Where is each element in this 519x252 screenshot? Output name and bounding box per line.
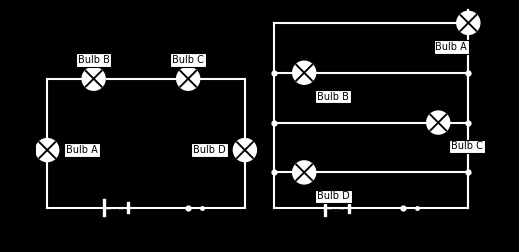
Text: Bulb B: Bulb B	[317, 92, 349, 102]
Circle shape	[427, 111, 449, 134]
Circle shape	[177, 68, 199, 90]
Circle shape	[36, 139, 59, 161]
Text: Bulb D: Bulb D	[193, 145, 226, 155]
Circle shape	[234, 139, 256, 161]
Text: Circuit 1: Circuit 1	[113, 229, 179, 243]
Text: Bulb A: Bulb A	[66, 145, 98, 155]
Circle shape	[293, 161, 316, 183]
Text: Bulb A: Bulb A	[435, 42, 467, 52]
Circle shape	[83, 68, 105, 90]
Circle shape	[293, 61, 316, 84]
Text: Bulb C: Bulb C	[172, 55, 204, 65]
Text: Bulb C: Bulb C	[451, 141, 483, 151]
Text: Bulb D: Bulb D	[317, 191, 350, 201]
Text: Bulb B: Bulb B	[78, 55, 110, 65]
Circle shape	[457, 12, 480, 34]
Text: Circuit 2: Circuit 2	[338, 229, 404, 243]
